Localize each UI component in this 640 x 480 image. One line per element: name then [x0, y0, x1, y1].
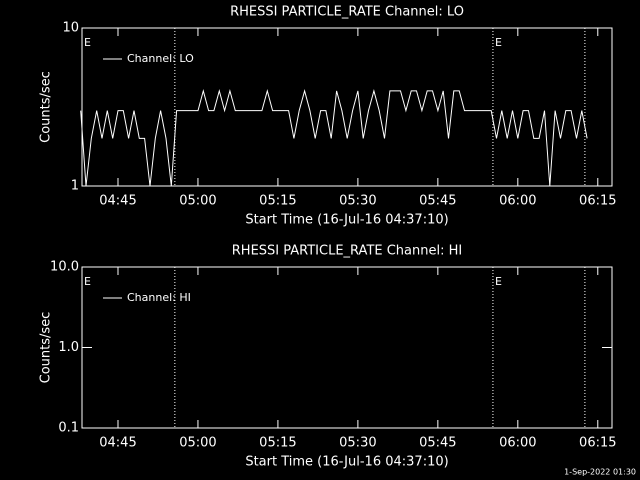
legend-label: Channel: LO: [127, 52, 194, 65]
x-tick-label: 04:45: [99, 436, 136, 451]
x-tick-label: 05:00: [179, 436, 216, 451]
x-tick-label: 06:15: [579, 194, 616, 209]
y-tick-label: 1.0: [58, 340, 79, 355]
plot-frame: [81, 27, 613, 187]
y-axis-label: Counts/sec: [39, 312, 54, 384]
chart-title: RHESSI PARTICLE_RATE Channel: LO: [230, 5, 464, 20]
annotation: E: [84, 275, 91, 288]
x-axis-label: Start Time (16-Jul-16 04:37:10): [245, 213, 448, 228]
x-tick-label: 06:00: [499, 436, 536, 451]
x-tick-label: 04:45: [99, 194, 136, 209]
y-axis-label: Counts/sec: [39, 71, 54, 143]
legend-label: Channel: HI: [127, 291, 191, 304]
x-axis-label: Start Time (16-Jul-16 04:37:10): [245, 455, 448, 470]
y-tick-label: 10: [62, 21, 79, 36]
footer: 1-Sep-2022 01:30: [564, 468, 636, 477]
annotation: E: [84, 36, 91, 49]
x-tick-label: 05:15: [259, 194, 296, 209]
annotation: E: [495, 275, 502, 288]
x-tick-label: 06:00: [499, 194, 536, 209]
x-tick-label: 05:30: [339, 194, 376, 209]
y-tick-label: 10.0: [50, 260, 79, 275]
chart-title: RHESSI PARTICLE_RATE Channel: HI: [232, 244, 462, 259]
x-tick-label: 05:45: [419, 194, 456, 209]
x-tick-label: 05:15: [259, 436, 296, 451]
annotation: E: [495, 36, 502, 49]
data-line: [80, 88, 588, 187]
x-tick-label: 05:30: [339, 436, 376, 451]
x-tick-label: 05:00: [179, 194, 216, 209]
x-tick-label: 06:15: [579, 436, 616, 451]
y-tick-label: 0.1: [58, 421, 79, 436]
x-tick-label: 05:45: [419, 436, 456, 451]
y-tick-label: 1: [71, 179, 79, 194]
